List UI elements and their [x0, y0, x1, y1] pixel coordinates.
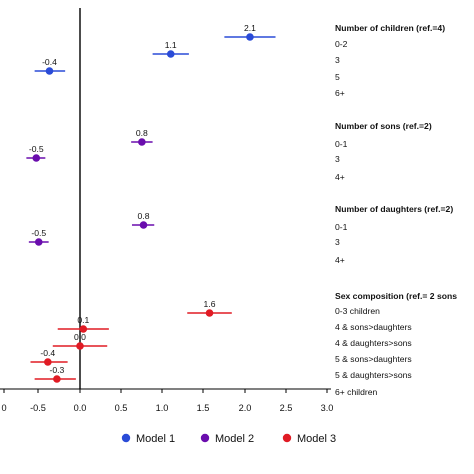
- data-label: 0.1: [77, 315, 89, 325]
- point-group: -0.4: [30, 348, 68, 366]
- point-group: 1.1: [152, 40, 189, 58]
- x-tick-label: 1.0: [156, 403, 169, 413]
- category-label: 0-2: [335, 39, 348, 49]
- data-point: [45, 67, 54, 75]
- point-group: 2.1: [224, 23, 276, 41]
- data-label: -0.3: [49, 365, 64, 375]
- data-label: 0.8: [138, 211, 150, 221]
- group-heading: Number of children (ref.=4): [335, 23, 445, 33]
- category-label: 3: [335, 154, 340, 164]
- category-label: 5: [335, 72, 340, 82]
- data-label: -0.5: [31, 228, 46, 238]
- data-label: 2.1: [244, 23, 256, 33]
- category-label: 5 & daughters>sons: [335, 370, 412, 380]
- data-point: [34, 238, 43, 246]
- legend-marker: [282, 433, 292, 443]
- category-label: 4+: [335, 172, 345, 182]
- point-group: 0.8: [131, 211, 155, 229]
- x-tick-label: 1.5: [197, 403, 210, 413]
- data-label: 1.1: [165, 40, 177, 50]
- point-group: -0.3: [34, 365, 76, 383]
- category-label: 3: [335, 237, 340, 247]
- data-point: [32, 154, 41, 162]
- category-label: 6+ children: [335, 387, 378, 397]
- category-label: 4 & sons>daughters: [335, 322, 412, 332]
- group-heading: Sex composition (ref.= 2 sons: [335, 291, 457, 301]
- data-points: 2.1 1.1 -0.4 0.8 -0.5 0.8 -0.5 1.6 0.1 0.0 -0.4 -0.…: [26, 23, 276, 383]
- category-label: 3: [335, 55, 340, 65]
- data-label: 1.6: [204, 299, 216, 309]
- data-point: [166, 50, 175, 58]
- x-tick-label: 2.0: [239, 403, 252, 413]
- point-group: 1.6: [187, 299, 232, 317]
- legend-label: Model 2: [215, 433, 254, 445]
- point-group: 0.1: [57, 315, 109, 333]
- data-label: 0.0: [74, 332, 86, 342]
- data-label: 0.8: [136, 128, 148, 138]
- data-label: -0.4: [40, 348, 55, 358]
- category-label: 6+: [335, 88, 345, 98]
- group-heading: Number of daughters (ref.=2): [335, 204, 453, 214]
- category-label: 5 & sons>daughters: [335, 354, 412, 364]
- data-label: -0.4: [42, 57, 57, 67]
- group-heading: Number of sons (ref.=2): [335, 121, 432, 131]
- data-point: [76, 342, 84, 350]
- legend-marker: [121, 433, 131, 443]
- point-group: -0.5: [28, 228, 49, 246]
- data-point: [53, 375, 61, 383]
- legend-marker: [200, 433, 210, 443]
- category-label: 4+: [335, 255, 345, 265]
- data-point: [138, 138, 146, 146]
- data-point: [139, 221, 148, 229]
- x-tick-label: 0: [1, 403, 6, 413]
- legend-label: Model 1: [136, 433, 175, 445]
- point-group: -0.5: [26, 144, 46, 162]
- point-group: 0.0: [52, 332, 108, 350]
- data-point: [205, 309, 214, 317]
- data-point: [79, 325, 88, 333]
- x-axis-ticks: 0 -0.5 0.0 0.5 1.0 1.5 2.0 2.5 3.0: [1, 389, 333, 413]
- category-labels: Number of children (ref.=4) 0-2 3 5 6+ Number…: [335, 23, 457, 397]
- category-label: 4 & daughters>sons: [335, 338, 412, 348]
- category-label: 0-1: [335, 222, 348, 232]
- data-point: [44, 358, 52, 366]
- x-tick-label: -0.5: [30, 403, 46, 413]
- data-label: -0.5: [29, 144, 44, 154]
- x-tick-label: 2.5: [280, 403, 293, 413]
- legend: Model 1 Model 2 Model 3: [121, 433, 336, 445]
- data-point: [246, 33, 254, 41]
- point-group: -0.4: [34, 57, 66, 75]
- category-label: 0-3 children: [335, 306, 380, 316]
- point-group: 0.8: [131, 128, 153, 146]
- x-tick-label: 3.0: [321, 403, 334, 413]
- x-tick-label: 0.5: [115, 403, 128, 413]
- legend-label: Model 3: [297, 433, 336, 445]
- category-label: 0-1: [335, 139, 348, 149]
- x-tick-label: 0.0: [74, 403, 87, 413]
